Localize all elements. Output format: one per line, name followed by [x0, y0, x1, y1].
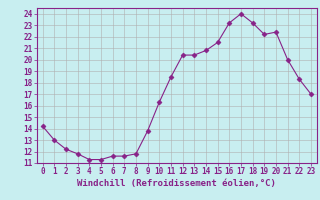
X-axis label: Windchill (Refroidissement éolien,°C): Windchill (Refroidissement éolien,°C) [77, 179, 276, 188]
